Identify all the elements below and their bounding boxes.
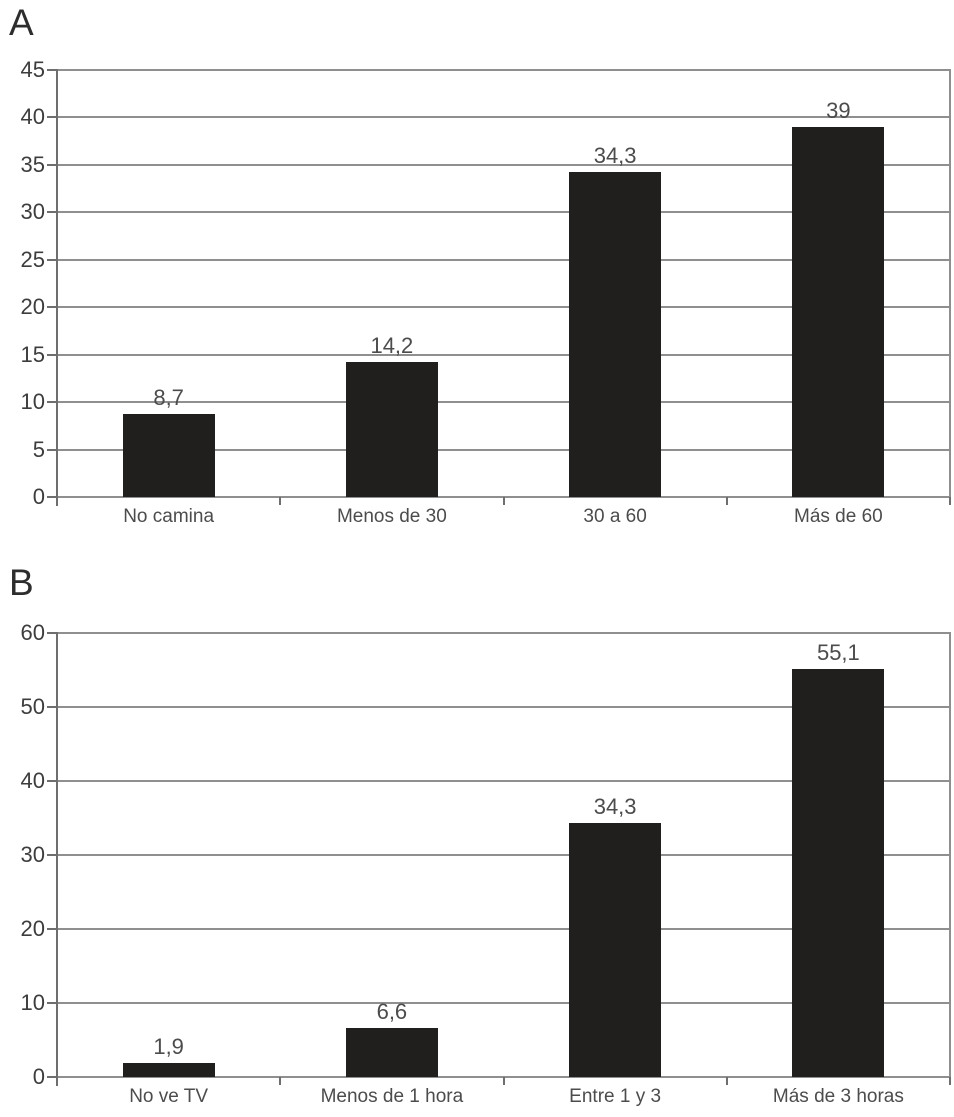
y-tick-mark [47,116,57,119]
y-tick-label: 40 [20,104,45,130]
y-tick-label: 10 [20,990,45,1015]
bar-value-label: 8,7 [153,385,184,411]
y-tick-label: 15 [20,341,45,367]
y-tick-mark [47,258,57,261]
gridline [57,632,950,634]
gridline [57,928,950,930]
gridline [57,780,950,782]
y-tick-label: 40 [20,768,45,793]
y-tick-label: 45 [20,57,45,82]
bar-value-label: 34,3 [593,794,637,820]
gridline [57,706,950,708]
bar-value-label: 1,9 [153,1033,184,1059]
x-tick-mark [502,1077,505,1085]
x-category-label: Menos de 30 [336,506,447,527]
bar [122,414,215,497]
bar [792,126,885,497]
y-axis-line [56,632,58,1086]
x-category-label: 30 a 60 [583,506,647,527]
y-tick-label: 0 [32,484,45,509]
x-category-label: Menos de 1 hora [320,1086,464,1107]
gridline [57,258,950,261]
gridline [57,69,950,71]
y-tick-mark [47,69,57,71]
x-category-label: Más de 3 horas [772,1086,904,1107]
x-category-label: No camina [123,506,215,527]
y-tick-mark [47,211,57,214]
y-tick-label: 10 [20,389,45,415]
y-tick-label: 25 [20,246,45,272]
bar-value-label: 34,3 [593,142,637,168]
y-tick-mark [47,353,57,356]
plot-right-border [949,69,951,498]
bar [569,823,662,1077]
y-tick-label: 20 [20,916,45,941]
bar [345,1028,438,1077]
panel-label-b: B [9,562,34,603]
gridline [57,1002,950,1004]
y-tick-mark [47,1076,57,1078]
gridline [57,448,950,451]
y-tick-label: 5 [32,436,45,462]
y-tick-label: 0 [32,1064,45,1089]
y-tick-label: 20 [20,294,45,320]
bar [345,362,438,497]
y-tick-mark [47,1002,57,1004]
x-category-label: No ve TV [129,1086,209,1107]
panel-label-a: A [9,2,34,43]
bar-value-label: 6,6 [376,999,408,1025]
x-category-label: Más de 60 [794,506,883,527]
y-tick-mark [47,401,57,404]
bar [792,669,885,1077]
y-tick-mark [47,163,57,166]
x-tick-mark [502,497,505,505]
y-tick-mark [47,448,57,451]
gridline [57,163,950,166]
y-tick-label: 35 [20,151,45,177]
gridline [57,211,950,214]
gridline [57,306,950,309]
y-tick-mark [47,632,57,634]
y-tick-mark [47,854,57,856]
x-tick-mark [56,1077,58,1085]
bar-value-label: 14,2 [370,333,414,359]
x-tick-mark [725,497,728,505]
x-category-label: Entre 1 y 3 [569,1086,662,1107]
x-tick-mark [725,1077,728,1085]
y-tick-mark [47,306,57,309]
gridline [57,854,950,856]
bar [122,1062,215,1077]
x-tick-mark [949,1077,951,1085]
y-tick-mark [47,928,57,930]
y-axis-line [56,69,58,506]
gridline [57,353,950,356]
bar [569,171,662,497]
plot-right-border [949,632,951,1078]
x-tick-mark [279,1077,282,1085]
y-tick-label: 30 [20,199,45,225]
bar-value-label: 55,1 [816,640,860,666]
bar-value-label: 39 [826,97,851,123]
y-tick-label: 50 [20,694,45,719]
x-tick-mark [949,497,951,505]
x-tick-mark [56,497,58,505]
gridline [57,116,950,119]
x-tick-mark [279,497,282,505]
y-tick-mark [47,706,57,708]
y-tick-mark [47,780,57,782]
y-tick-label: 30 [20,842,45,867]
gridline [57,401,950,404]
y-tick-label: 60 [20,620,45,645]
y-tick-mark [47,496,57,498]
